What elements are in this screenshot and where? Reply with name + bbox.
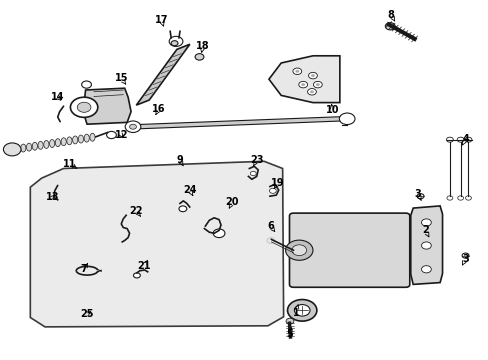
Polygon shape (30, 161, 283, 327)
Text: 21: 21 (137, 260, 151, 271)
Circle shape (465, 196, 470, 200)
Ellipse shape (90, 133, 95, 141)
Circle shape (310, 74, 314, 77)
Ellipse shape (61, 138, 66, 146)
Text: 22: 22 (129, 206, 142, 216)
Circle shape (179, 206, 186, 212)
Text: 25: 25 (80, 309, 94, 319)
Circle shape (307, 89, 316, 95)
Circle shape (421, 219, 430, 226)
Text: 16: 16 (152, 104, 165, 114)
Text: 5: 5 (285, 328, 292, 339)
Circle shape (171, 41, 178, 46)
Circle shape (416, 194, 423, 199)
Ellipse shape (55, 139, 61, 147)
Circle shape (269, 188, 276, 193)
Circle shape (266, 238, 274, 243)
Text: 6: 6 (266, 221, 274, 231)
Circle shape (301, 83, 305, 86)
Text: 2: 2 (421, 225, 428, 237)
Circle shape (464, 137, 471, 142)
Text: 3: 3 (414, 189, 421, 200)
Text: 23: 23 (249, 155, 263, 166)
FancyBboxPatch shape (289, 213, 409, 287)
Circle shape (456, 137, 463, 142)
Circle shape (292, 68, 301, 75)
Polygon shape (410, 206, 442, 284)
Circle shape (81, 81, 91, 88)
Ellipse shape (49, 140, 55, 148)
Text: 14: 14 (51, 92, 64, 102)
Circle shape (106, 131, 116, 139)
Circle shape (133, 273, 140, 278)
Ellipse shape (84, 134, 89, 142)
Polygon shape (137, 117, 342, 129)
Ellipse shape (15, 145, 20, 153)
Ellipse shape (20, 144, 26, 152)
Circle shape (315, 83, 319, 86)
Text: 13: 13 (46, 192, 60, 202)
Circle shape (295, 70, 299, 73)
Circle shape (446, 196, 452, 200)
Text: 8: 8 (387, 10, 394, 21)
Circle shape (385, 23, 394, 30)
Circle shape (3, 143, 21, 156)
Text: 10: 10 (325, 104, 339, 115)
Circle shape (298, 81, 307, 88)
Polygon shape (268, 56, 339, 103)
Circle shape (309, 90, 313, 93)
Text: 1: 1 (292, 305, 299, 318)
Circle shape (77, 102, 91, 112)
Polygon shape (83, 88, 131, 124)
Circle shape (285, 318, 293, 324)
Text: 4: 4 (461, 134, 468, 145)
Text: 3: 3 (461, 254, 468, 265)
Text: 20: 20 (225, 197, 239, 208)
Text: 24: 24 (183, 185, 196, 196)
Circle shape (421, 266, 430, 273)
Circle shape (457, 196, 463, 200)
Ellipse shape (67, 137, 72, 145)
Ellipse shape (32, 142, 38, 150)
Ellipse shape (78, 135, 83, 143)
Circle shape (213, 229, 224, 238)
Circle shape (294, 305, 309, 316)
Circle shape (446, 137, 452, 142)
Text: 9: 9 (176, 155, 183, 166)
Text: 19: 19 (270, 178, 284, 189)
Text: 18: 18 (196, 41, 209, 52)
Circle shape (421, 242, 430, 249)
Circle shape (169, 36, 183, 46)
Circle shape (339, 113, 354, 125)
Ellipse shape (44, 140, 49, 148)
Text: 17: 17 (154, 15, 168, 26)
Ellipse shape (26, 143, 32, 151)
Text: 15: 15 (114, 73, 128, 84)
Ellipse shape (38, 141, 43, 149)
Circle shape (195, 54, 203, 60)
Circle shape (250, 171, 256, 176)
Circle shape (287, 300, 316, 321)
Circle shape (461, 253, 468, 258)
Circle shape (129, 124, 136, 129)
Polygon shape (136, 44, 189, 105)
Circle shape (308, 72, 317, 79)
Circle shape (70, 97, 98, 117)
Ellipse shape (72, 136, 78, 144)
Text: 12: 12 (114, 130, 128, 140)
Circle shape (125, 121, 141, 132)
Text: 11: 11 (62, 159, 77, 169)
Circle shape (313, 81, 322, 88)
Text: 7: 7 (81, 264, 87, 274)
Circle shape (285, 240, 312, 260)
Circle shape (291, 245, 306, 256)
